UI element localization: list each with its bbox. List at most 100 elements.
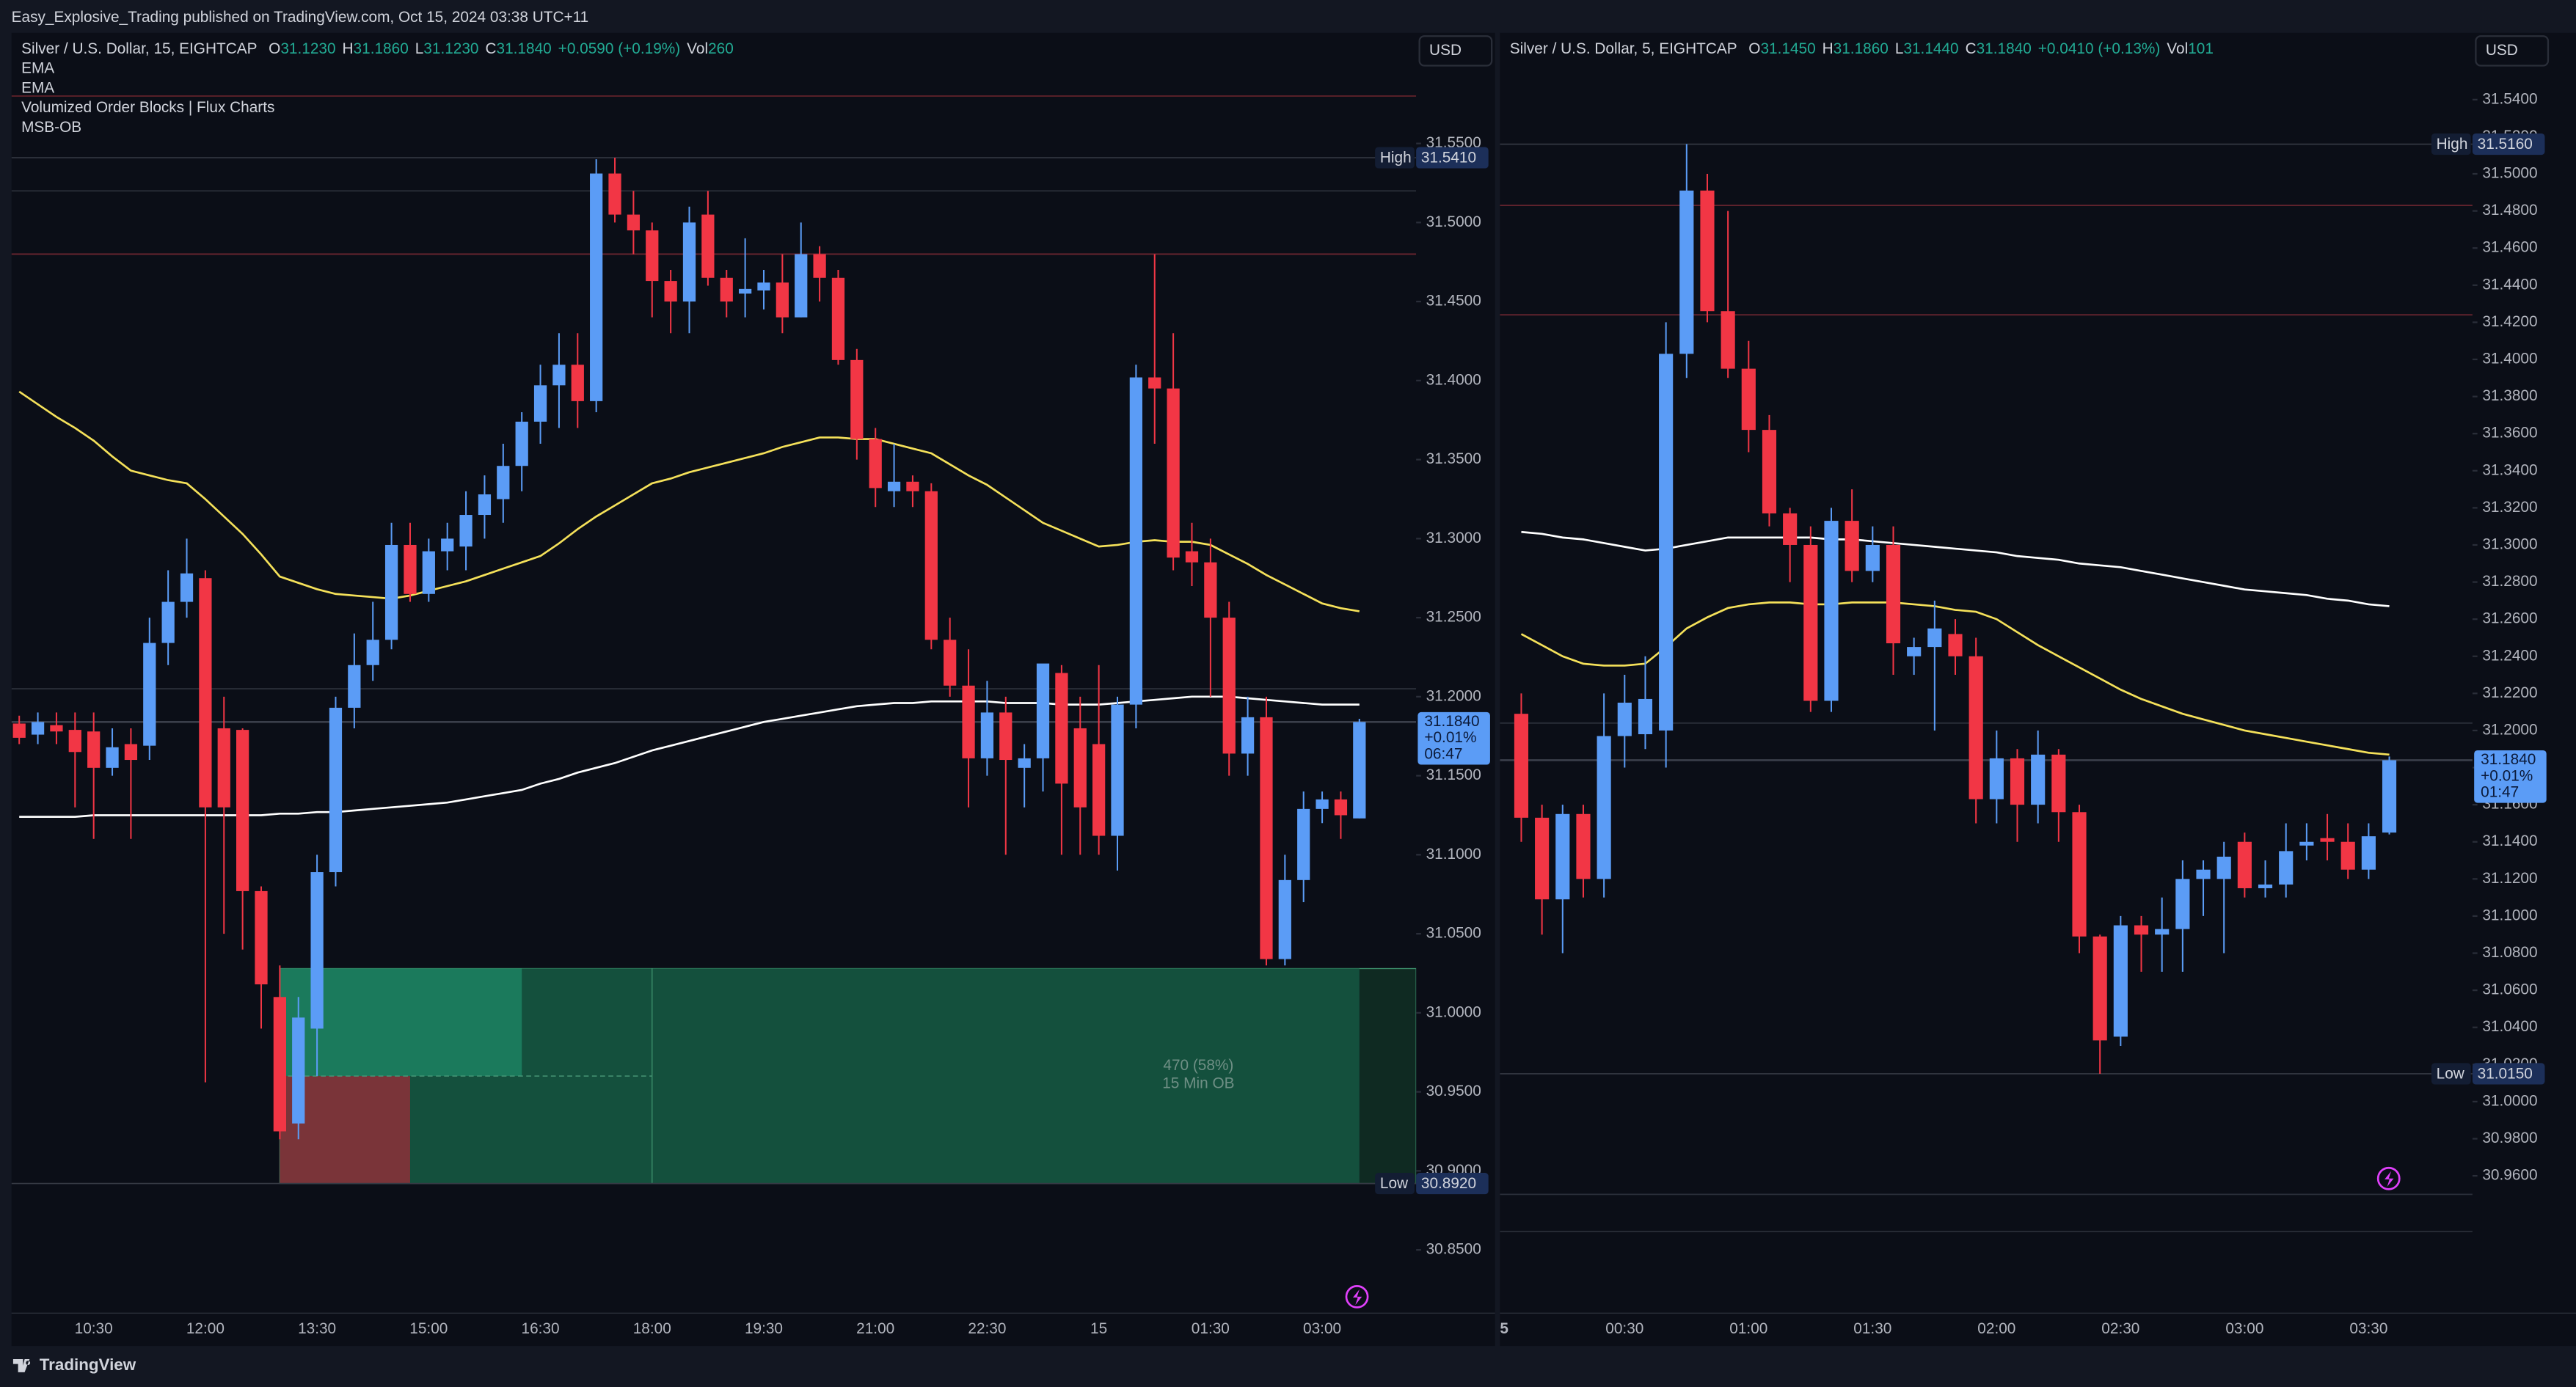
x-tick-label: 16:30 (522, 1320, 560, 1337)
legend-value: 260 (708, 40, 734, 57)
x-tick-label: 13:30 (298, 1320, 336, 1337)
y-tick-label: 31.0600 (2482, 981, 2537, 998)
candle-body (2155, 929, 2170, 935)
price-badge (1416, 1173, 1489, 1195)
candle-body (1092, 744, 1106, 836)
x-tick-label: 03:00 (2225, 1320, 2263, 1337)
last-price-value: 31.1840 (2481, 751, 2536, 768)
candle-body (255, 890, 268, 985)
candle-body (1185, 551, 1199, 563)
candle-body (608, 173, 621, 215)
currency-button[interactable] (1418, 35, 1493, 67)
y-tick-label: 31.2400 (2482, 647, 2537, 664)
lightning-icon[interactable] (1345, 1285, 1369, 1309)
candle-body (776, 282, 789, 318)
legend-value: 31.1230 (280, 40, 335, 57)
candle-body (1353, 722, 1366, 819)
candle-body (180, 573, 194, 602)
candle-body (1555, 813, 1570, 900)
last-price-countdown: 01:47 (2481, 784, 2519, 801)
candle-body (738, 288, 752, 294)
lightning-icon[interactable] (2376, 1166, 2401, 1190)
y-tick-label: 31.2000 (2482, 721, 2537, 738)
candle-body (1865, 544, 1880, 571)
currency-button[interactable] (2475, 35, 2550, 67)
candle-body (813, 254, 826, 278)
candle-body (1316, 799, 1329, 809)
indicator-name: EMA (21, 79, 54, 96)
y-tick-label: 31.4800 (2482, 202, 2537, 219)
candle-body (1278, 879, 1291, 959)
y-tick-label: 31.5000 (2482, 165, 2537, 182)
legend-key: Vol (687, 40, 708, 57)
candle-body (906, 481, 919, 491)
candle-body (348, 665, 361, 708)
price-badge-tag (1375, 1173, 1415, 1195)
legend-key: O (1748, 40, 1760, 57)
candle-body (292, 1017, 305, 1124)
legend-key: C (485, 40, 496, 57)
price-badge-tag-text: Low (1380, 1175, 1409, 1192)
y-tick-label: 31.4500 (1426, 293, 1481, 310)
y-tick-label: 30.8500 (1426, 1241, 1481, 1258)
candle-body (1597, 736, 1611, 879)
candle-body (701, 214, 715, 278)
candle-body (533, 385, 547, 422)
currency-label: USD (1429, 42, 1462, 59)
price-badge-tag-text: High (1380, 150, 1412, 166)
candle-body (329, 707, 343, 873)
candle-body (1679, 190, 1694, 354)
plot-area: 470 (58%)15 Min OB (11, 95, 1417, 1185)
candle-body (478, 494, 492, 516)
last-price-countdown: 06:47 (1424, 746, 1462, 763)
candle-body (2361, 836, 2376, 870)
candle-body (1535, 817, 1550, 900)
candle-body (1073, 728, 1087, 808)
candle-body (1617, 703, 1632, 736)
x-tick-label: 01:30 (1853, 1320, 1891, 1337)
candle-body (1762, 430, 1777, 513)
candle-body (1260, 717, 1273, 959)
candle-body (1886, 544, 1901, 644)
legend-key: H (343, 40, 354, 57)
x-tick-label: 19:30 (745, 1320, 783, 1337)
candle-body (1969, 656, 1983, 799)
candle-body (366, 640, 379, 665)
candle-body (1334, 799, 1348, 816)
plot-area (1500, 143, 2473, 1232)
x-tick-label: 01:30 (1192, 1320, 1230, 1337)
price-badge-tag (2431, 1063, 2471, 1085)
price-badge-tag-text: High (2437, 136, 2468, 153)
y-tick-label: 31.0000 (2482, 1092, 2537, 1109)
candle-body (980, 712, 994, 758)
candle-body (1222, 618, 1236, 754)
last-price-badge (2474, 750, 2547, 803)
candle-body (2382, 760, 2397, 833)
x-tick-label: 00:30 (1605, 1320, 1643, 1337)
y-tick-label: 31.4400 (2482, 276, 2537, 293)
y-tick-label: 31.3400 (2482, 461, 2537, 478)
candle-body (795, 254, 808, 318)
candle-body (2258, 884, 2273, 888)
y-tick-label: 31.2200 (2482, 684, 2537, 701)
candle-body (459, 515, 472, 547)
candle-body (552, 365, 566, 386)
legend-value: 31.1840 (497, 40, 552, 57)
x-tick-label: 18:00 (633, 1320, 671, 1337)
y-tick-label: 31.4000 (2482, 350, 2537, 367)
header-text: Easy_Explosive_Trading published on Trad… (12, 9, 589, 26)
legend-key: L (415, 40, 424, 57)
y-tick-label: 31.1200 (2482, 870, 2537, 887)
price-badge-tag (2431, 133, 2471, 155)
candle-body (68, 730, 81, 753)
candle-body (441, 538, 454, 552)
candle-body (515, 421, 528, 466)
legend-value: 31.1840 (1977, 40, 2032, 57)
candle-body (1576, 813, 1591, 879)
candle-body (161, 601, 175, 643)
price-badge-value: 30.8920 (1421, 1175, 1476, 1192)
x-tick-label: 12:00 (186, 1320, 225, 1337)
candle-body (1700, 190, 1715, 312)
indicator-name: MSB-OB (21, 119, 81, 136)
